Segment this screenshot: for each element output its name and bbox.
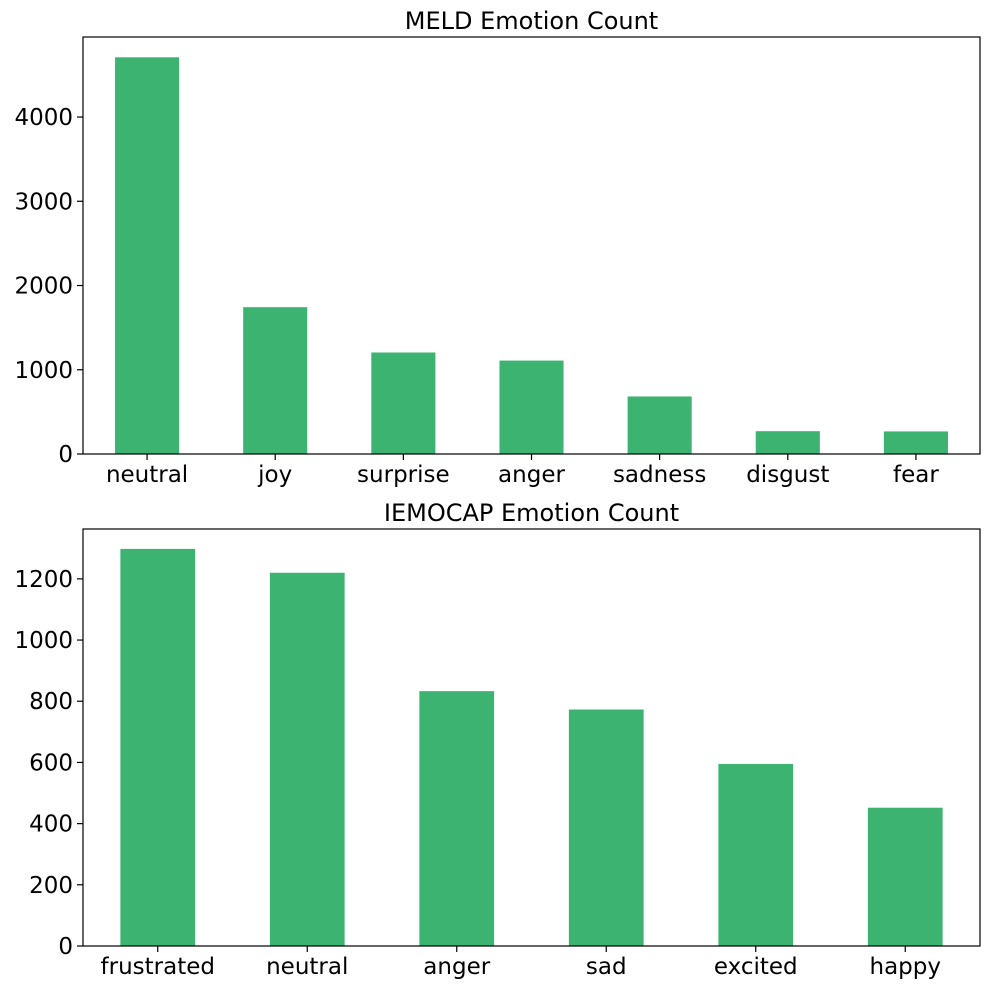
y-tick-label: 400 <box>29 812 73 838</box>
x-tick-label: joy <box>257 462 292 488</box>
y-tick-label: 4000 <box>14 105 73 131</box>
x-tick-label: neutral <box>106 462 188 488</box>
axes-frame <box>82 528 981 947</box>
x-tick-label: excited <box>714 954 798 980</box>
bar-neutral <box>269 572 345 946</box>
chart-panel-2: IEMOCAP Emotion Count frustrated neutral an… <box>14 499 981 980</box>
bar-surprise <box>371 352 436 454</box>
x-tick-label: anger <box>423 954 490 980</box>
x-tick-label: neutral <box>266 954 348 980</box>
x-tick-label: anger <box>498 462 565 488</box>
y-tick-label: 600 <box>29 750 73 776</box>
x-tick-label: surprise <box>357 462 450 488</box>
bar-fear <box>883 431 948 454</box>
bar-anger <box>419 691 495 946</box>
bar-sadness <box>627 396 692 454</box>
y-tick-label: 0 <box>58 442 73 468</box>
bar-excited <box>718 763 794 946</box>
chart-title: MELD Emotion Count <box>405 7 658 35</box>
x-tick-label: sadness <box>613 462 706 488</box>
y-tick-label: 1000 <box>14 628 73 654</box>
y-tick-label: 0 <box>58 934 73 960</box>
chart-title: IEMOCAP Emotion Count <box>384 499 679 527</box>
chart-panel-1: MELD Emotion Count neutral joy surprise ange… <box>14 7 981 488</box>
x-tick-label: sad <box>586 954 627 980</box>
bar-anger <box>499 360 564 454</box>
x-tick-label: happy <box>870 954 941 980</box>
y-tick-label: 200 <box>29 873 73 899</box>
y-tick-label: 2000 <box>14 274 73 300</box>
y-tick-label: 800 <box>29 689 73 715</box>
bar-disgust <box>755 431 820 454</box>
y-tick-label: 1200 <box>14 567 73 593</box>
bar-happy <box>867 807 943 946</box>
y-tick-label: 1000 <box>14 358 73 384</box>
bar-sad <box>568 709 644 946</box>
x-tick-label: frustrated <box>101 954 215 980</box>
bar-frustrated <box>120 548 196 946</box>
y-tick-label: 3000 <box>14 189 73 215</box>
bar-joy <box>243 307 308 454</box>
x-tick-label: disgust <box>746 462 829 488</box>
bar-neutral <box>115 57 180 454</box>
x-tick-label: fear <box>893 462 939 488</box>
